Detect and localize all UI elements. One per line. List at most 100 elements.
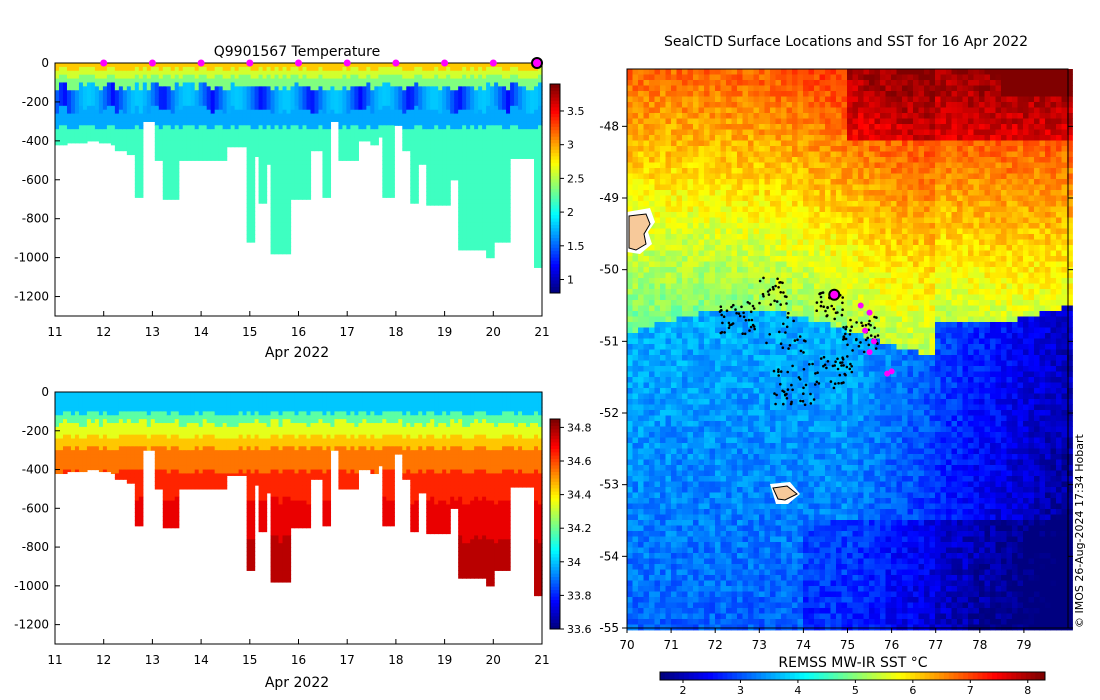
section-cell — [510, 156, 515, 159]
section-cell — [466, 109, 471, 115]
section-cell — [186, 473, 192, 478]
section-cell — [58, 454, 64, 459]
section-cell — [226, 66, 232, 72]
section-cell — [218, 136, 224, 142]
section-cell — [246, 183, 252, 189]
section-cell — [114, 98, 120, 103]
section-cell — [142, 94, 148, 99]
section-cell — [146, 395, 152, 401]
section-cell — [94, 113, 100, 119]
section-cell — [306, 136, 312, 142]
section-cell — [222, 66, 228, 72]
section-cell — [170, 504, 176, 509]
section-cell — [158, 136, 164, 142]
section-cell — [218, 407, 224, 412]
section-cell — [55, 407, 60, 412]
section-cell — [126, 473, 132, 478]
section-cell — [382, 101, 387, 107]
section-cell — [466, 129, 471, 134]
section-cell — [362, 66, 367, 72]
section-cell — [498, 113, 503, 119]
section-cell — [258, 70, 264, 76]
section-cell — [354, 78, 359, 84]
section-cell — [198, 392, 204, 397]
section-cell — [318, 136, 324, 142]
section-cell — [258, 86, 264, 91]
section-cell — [130, 454, 136, 459]
section-cell — [374, 82, 379, 87]
section-cell — [130, 423, 136, 428]
section-cell — [258, 160, 264, 165]
section-cell — [450, 101, 455, 107]
section-cell — [262, 66, 268, 72]
section-cell — [218, 392, 224, 397]
section-cell — [390, 179, 395, 185]
section-cell — [158, 446, 164, 451]
section-cell — [178, 477, 184, 482]
section-cell — [482, 98, 487, 103]
section-cell — [102, 403, 108, 409]
section-cell — [174, 90, 180, 95]
section-cell — [55, 82, 60, 87]
section-cell — [114, 454, 120, 459]
section-cell — [70, 430, 76, 436]
section-cell — [370, 86, 375, 91]
section-cell — [486, 218, 491, 224]
section-cell — [414, 168, 419, 173]
section-cell — [462, 66, 467, 72]
section-cell — [386, 187, 391, 193]
section-cell — [454, 94, 459, 99]
section-cell — [94, 419, 100, 424]
section-cell — [126, 399, 132, 405]
section-cell — [474, 125, 479, 130]
section-cell — [418, 136, 423, 142]
section-cell — [186, 70, 192, 76]
section-cell — [158, 63, 164, 68]
section-cell — [262, 109, 268, 115]
section-cell — [162, 121, 168, 126]
colorbar-swatch — [550, 162, 560, 167]
section-cell — [378, 66, 383, 72]
section-cell — [510, 86, 515, 91]
section-cell — [462, 136, 467, 142]
section-cell — [102, 465, 108, 471]
section-cell — [210, 407, 216, 412]
section-cell — [234, 113, 240, 119]
section-cell — [274, 63, 280, 68]
section-cell — [110, 465, 116, 471]
section-cell — [162, 419, 168, 424]
section-cell — [134, 395, 140, 401]
section-cell — [458, 152, 463, 158]
section-cell — [90, 457, 96, 463]
section-cell — [150, 74, 156, 80]
section-cell — [254, 117, 260, 122]
section-cell — [258, 105, 264, 111]
section-cell — [274, 249, 280, 255]
section-cell — [130, 129, 136, 134]
section-cell — [446, 98, 451, 103]
section-cell — [74, 392, 80, 397]
section-cell — [518, 156, 523, 159]
section-cell — [186, 113, 192, 119]
section-cell — [98, 105, 104, 111]
section-cell — [246, 442, 252, 447]
section-cell — [306, 82, 312, 87]
section-cell — [490, 195, 495, 200]
section-cell — [522, 74, 527, 80]
section-cell — [318, 86, 324, 91]
section-cell — [262, 156, 268, 161]
section-cell — [294, 140, 300, 146]
section-cell — [350, 82, 355, 87]
section-cell — [154, 419, 160, 424]
section-cell — [270, 86, 276, 91]
section-cell — [194, 481, 200, 486]
section-cell — [70, 423, 76, 428]
section-cell — [138, 63, 144, 68]
section-cell — [306, 133, 312, 138]
section-cell — [58, 392, 64, 397]
section-cell — [286, 160, 292, 165]
section-cell — [406, 63, 411, 68]
section-cell — [358, 90, 363, 95]
section-cell — [174, 415, 180, 420]
section-cell — [262, 183, 268, 189]
